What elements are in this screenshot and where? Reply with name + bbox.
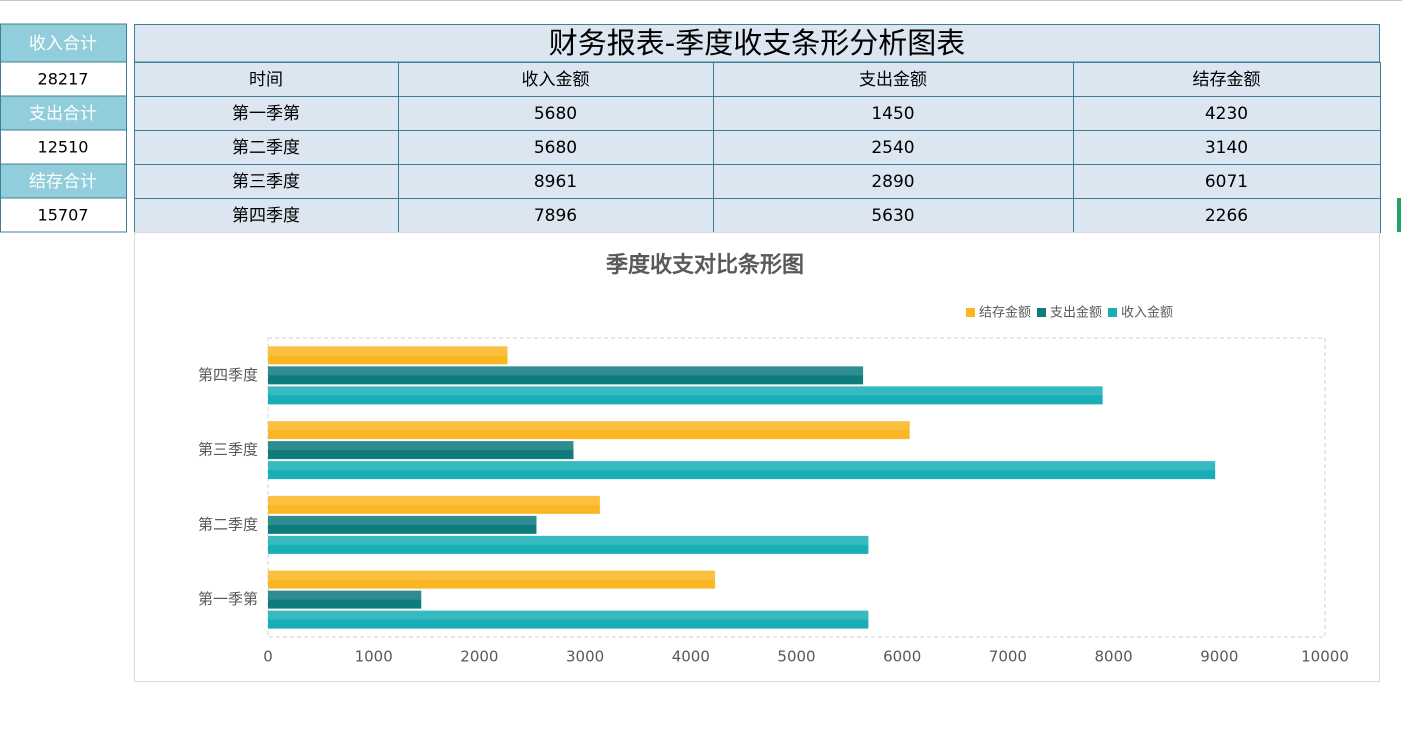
y-tick-label: 第一季第 (198, 590, 258, 608)
table-header-cell (1073, 62, 1381, 97)
table-cell-text: 第三季度 (232, 172, 300, 192)
summary-value: 28217 (38, 70, 89, 89)
bar (268, 441, 574, 460)
x-tick-label: 5000 (777, 648, 815, 666)
bar-highlight (268, 421, 910, 431)
plot-area (267, 337, 1326, 638)
table-cell (1073, 96, 1381, 131)
table-cell-text: 5680 (534, 138, 577, 158)
table-cell-text: 2266 (1205, 206, 1248, 226)
table-cell-text: 6071 (1205, 172, 1248, 192)
bar-highlight (268, 461, 1216, 471)
bar (268, 386, 1103, 405)
summary-value: 15707 (38, 206, 89, 225)
legend-label: 结存金额 (979, 305, 1031, 321)
legend-label: 收入金额 (1121, 305, 1173, 321)
x-tick-label: 3000 (566, 648, 604, 666)
x-tick-label: 0 (263, 648, 273, 666)
bar-highlight (268, 570, 716, 580)
bar (268, 535, 869, 554)
table-cell (1073, 130, 1381, 165)
table-cell (134, 198, 399, 233)
table-cell-text: 第一季第 (232, 104, 300, 124)
summary-label: 支出合计 (29, 104, 97, 124)
table-cell (713, 96, 1074, 131)
table-cell (713, 130, 1074, 165)
bar-highlight (268, 386, 1103, 396)
x-tick-label: 7000 (989, 648, 1027, 666)
table-cell-text: 第二季度 (232, 138, 300, 158)
x-tick-label: 6000 (883, 648, 921, 666)
bar (268, 461, 1216, 480)
table-cell (398, 198, 714, 233)
bar-highlight (268, 495, 600, 505)
bar-highlight (268, 515, 537, 525)
bar (268, 421, 910, 440)
x-tick-label: 9000 (1200, 648, 1238, 666)
bar-highlight (268, 590, 422, 600)
table-header-text: 收入金额 (522, 70, 590, 90)
table-cell (398, 96, 714, 131)
table-header-text: 时间 (249, 70, 283, 90)
table-title: 财务报表-季度收支条形分析图表 (549, 26, 965, 60)
summary-value-cell (0, 61, 127, 97)
table-cell-text: 5680 (534, 104, 577, 124)
x-tick-label: 2000 (460, 648, 498, 666)
x-tick-label: 4000 (672, 648, 710, 666)
legend-swatch (966, 308, 975, 317)
bar-highlight (268, 610, 869, 620)
bar-highlight (268, 346, 508, 356)
table-cell-text: 1450 (871, 104, 914, 124)
chart-title: 季度收支对比条形图 (606, 252, 804, 278)
summary-value-cell (0, 129, 127, 165)
bar (268, 610, 869, 629)
legend-swatch (1037, 308, 1047, 317)
summary-label: 结存合计 (29, 172, 97, 192)
table-cell-text: 第四季度 (232, 206, 300, 226)
legend-swatch (1108, 308, 1118, 317)
table-cell (713, 198, 1074, 233)
table-cell (134, 96, 399, 131)
bar (268, 346, 508, 365)
table-cell-text: 5630 (871, 206, 914, 226)
table-cell-text: 8961 (534, 172, 577, 192)
table-cell-text: 4230 (1205, 104, 1248, 124)
summary-label-cell (0, 163, 127, 199)
selection-marker (1397, 198, 1401, 232)
y-tick-label: 第二季度 (198, 515, 258, 533)
table-cell (1073, 198, 1381, 233)
bar (268, 515, 537, 534)
bar (268, 590, 422, 609)
y-tick-label: 第三季度 (198, 441, 258, 459)
bar-highlight (268, 441, 574, 451)
table-title-cell (134, 24, 1380, 63)
table-cell-text: 2890 (871, 172, 914, 192)
table-header-cell (398, 62, 714, 97)
bar (268, 570, 716, 589)
summary-label: 收入合计 (29, 34, 97, 54)
bar-highlight (268, 535, 869, 545)
legend-label: 支出金额 (1050, 305, 1102, 321)
table-cell-text: 7896 (534, 206, 577, 226)
x-tick-label: 8000 (1095, 648, 1133, 666)
bar (268, 495, 600, 514)
summary-value-cell (0, 197, 127, 233)
table-header-text: 支出金额 (859, 70, 927, 90)
x-tick-label: 10000 (1301, 648, 1349, 666)
table-cell-text: 3140 (1205, 138, 1248, 158)
bar-highlight (268, 366, 864, 376)
y-tick-label: 第四季度 (198, 366, 258, 384)
bar (268, 366, 864, 385)
table-header-cell (713, 62, 1074, 97)
x-tick-label: 1000 (355, 648, 393, 666)
summary-value: 12510 (38, 138, 89, 157)
table-header-text: 结存金额 (1193, 70, 1261, 90)
table-cell-text: 2540 (871, 138, 914, 158)
